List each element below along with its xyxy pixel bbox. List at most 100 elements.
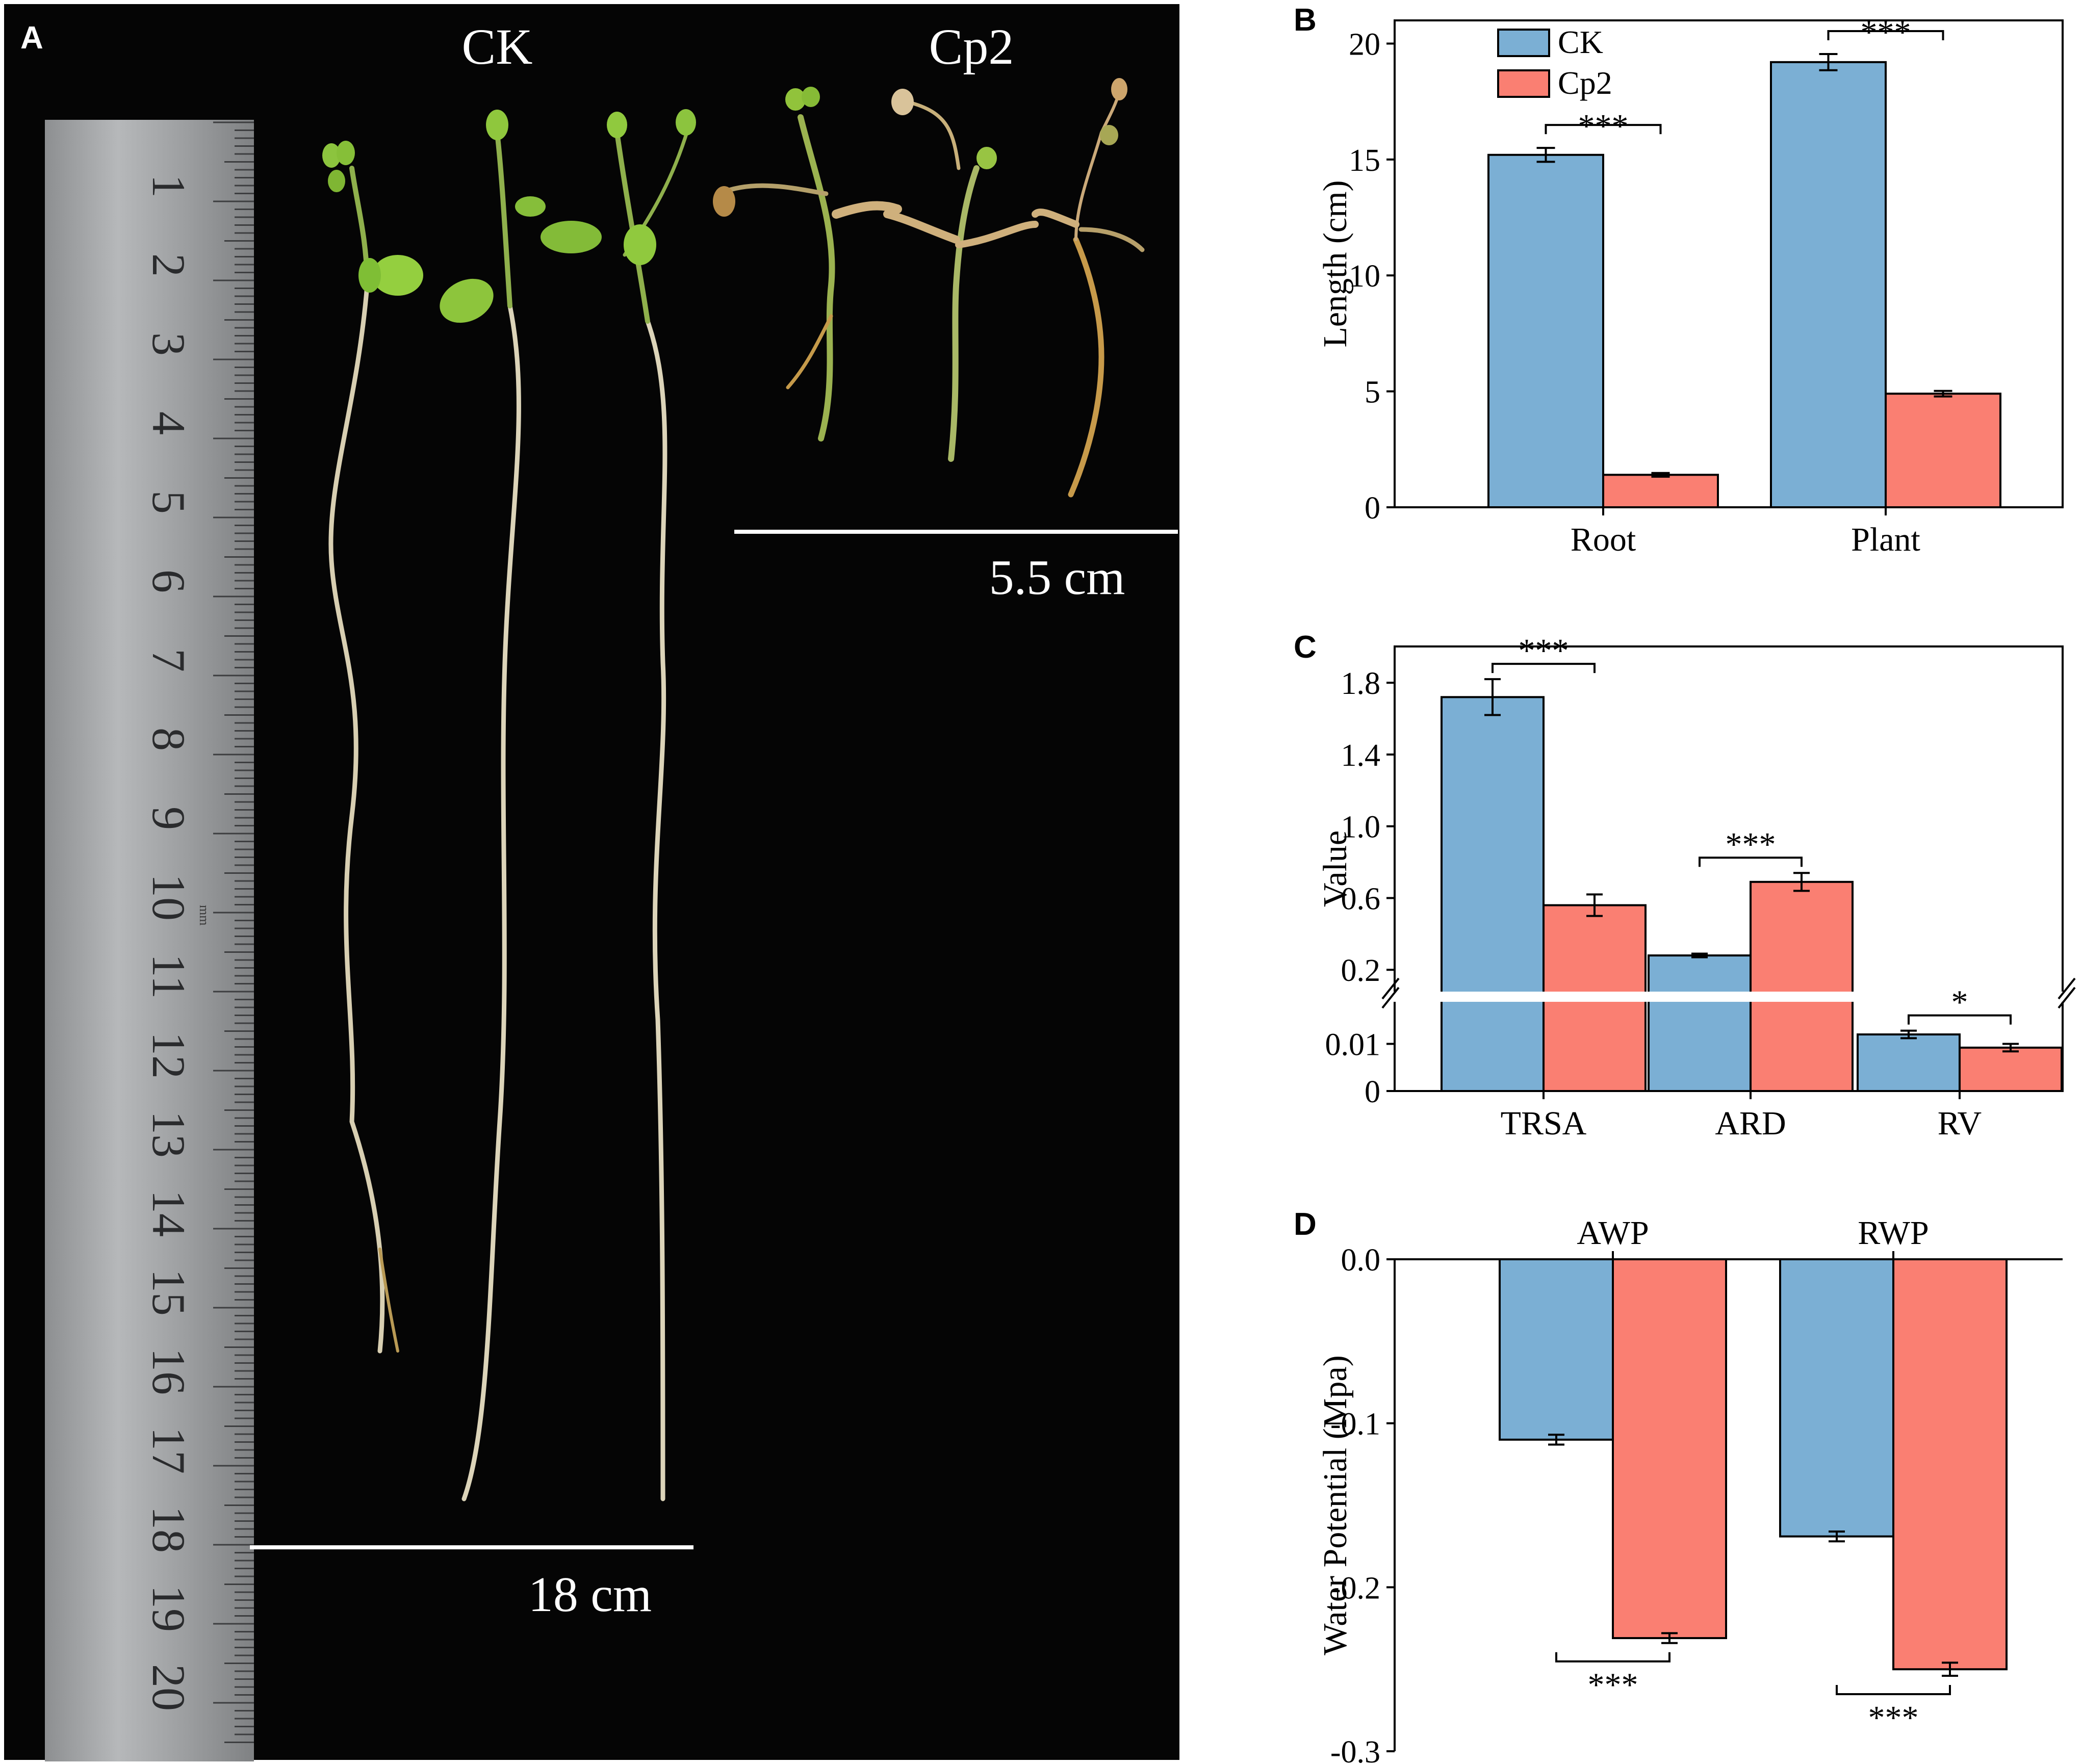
ck-cotyledon [541, 221, 602, 253]
ruler-number: 11 [143, 954, 195, 999]
y-tick-label-d: -0.3 [1330, 1735, 1380, 1764]
panel-letter-a: A [20, 20, 43, 56]
ck-stem-2 [495, 130, 512, 308]
significance-bracket [1908, 1014, 2012, 1025]
bar-cp2-rwp [1892, 1258, 2008, 1671]
axis-break-mark-left [1381, 977, 1400, 1009]
cp2-plant-2-top [906, 100, 961, 170]
ruler-unit-label: mm [197, 905, 212, 925]
y-tick-label-d: 0.0 [1341, 1243, 1381, 1278]
ck-leaf [337, 141, 355, 165]
panel-letter-d: D [1294, 1207, 1317, 1242]
ruler-number: 8 [143, 728, 195, 751]
ck-leaf [515, 196, 546, 217]
significance-label: *** [1588, 1667, 1638, 1704]
cp2-plant-2-left [883, 210, 960, 244]
axis-break-band [1394, 992, 2064, 1002]
ruler-number: 3 [143, 332, 195, 356]
x-tick-label-c: TRSA [1501, 1105, 1587, 1142]
error-bar [1651, 472, 1670, 478]
x-tick-label-b: Root [1571, 521, 1636, 558]
significance-bracket [1827, 30, 1944, 40]
cp2-seedlings [713, 78, 1145, 498]
cp2-plant-1-root [786, 314, 833, 390]
ck-leaf [322, 143, 341, 168]
x-tick-label-c: ARD [1715, 1105, 1786, 1142]
ruler-number: 2 [143, 253, 195, 277]
ck-cotyledon [624, 224, 656, 265]
ck-cotyledon [372, 255, 423, 296]
bar-ck-trsa [1441, 696, 1545, 1093]
cp2-dead-leaf [713, 186, 735, 217]
y-tick-label-b: 10 [1349, 259, 1380, 294]
cp2-dead-leaf [1111, 78, 1127, 100]
ruler-body [45, 120, 254, 1761]
ck-root-2 [461, 303, 521, 1501]
ck-leaf [607, 112, 627, 138]
y-tick-label-b: 15 [1349, 143, 1380, 178]
cp2-leaf [1100, 125, 1118, 145]
bar-ck-root [1487, 153, 1604, 508]
y-axis-label-c: Value [1317, 831, 1354, 907]
bar-cp2-plant [1885, 393, 2001, 509]
ck-root-1-tip [378, 1248, 399, 1353]
y-tick-label-b: 0 [1365, 491, 1380, 526]
bar-cp2-root [1602, 474, 1719, 508]
ck-cotyledon [358, 258, 381, 293]
ck-root-3 [645, 319, 667, 1501]
significance-label: *** [1578, 108, 1629, 145]
bar-cp2-rv [1959, 1046, 2063, 1092]
chart-d: AWP *** RWP *** 0.0 -0.1 -0.2 -0.3 Water Potenti… [1317, 1214, 2063, 1764]
axis-break-mark-right [2058, 977, 2076, 1009]
error-bar [2002, 1043, 2019, 1053]
error-bar [1900, 1029, 1917, 1040]
significance-label: *** [1519, 632, 1569, 669]
error-bar [1661, 1632, 1678, 1644]
legend-label-ck: CK [1558, 24, 1603, 60]
significance-label: *** [1861, 14, 1911, 51]
y-tick-label-c: 1.0 [1341, 810, 1381, 845]
ruler-number: 20 [143, 1664, 195, 1711]
y-tick-label-c: 0 [1365, 1075, 1380, 1109]
ruler-number: 15 [143, 1269, 195, 1316]
error-bar [1536, 147, 1555, 163]
error-bar [1691, 952, 1708, 958]
photo-label-ck: CK [462, 18, 533, 75]
cp2-dead-leaf [891, 89, 914, 115]
y-tick-label-b: 20 [1349, 27, 1380, 62]
error-bar [1484, 678, 1501, 716]
ruler-number: 13 [143, 1111, 195, 1158]
cp2-leaf [976, 147, 997, 169]
scale-bar-cp2-label: 5.5 cm [989, 550, 1125, 605]
legend-swatch-ck [1497, 29, 1550, 57]
ck-leaf [328, 170, 345, 192]
y-tick-label-c: 0.6 [1341, 881, 1381, 916]
significance-label: *** [1868, 1699, 1919, 1736]
ck-seedlings [322, 109, 696, 1501]
y-tick-label-c: 1.8 [1341, 666, 1381, 701]
ruler-number: 7 [143, 648, 195, 672]
significance-bracket [1545, 124, 1662, 135]
significance-bracket [1699, 857, 1803, 867]
ruler-number: 19 [143, 1585, 195, 1632]
error-bar [1934, 390, 1952, 398]
ruler-tick-marks [213, 121, 254, 1743]
y-tick-label-c: 0.2 [1341, 953, 1381, 988]
ruler-number: 14 [143, 1190, 195, 1237]
plot-frame-b [1394, 19, 2064, 508]
error-bar [1586, 893, 1603, 917]
ck-leaf [486, 110, 508, 140]
cp2-plant-2-right [955, 221, 1039, 248]
y-tick-label-b: 5 [1365, 375, 1380, 410]
chart-c: 0.2 0.6 1.0 1.4 1.8 0 0.01 TRSA *** ARD *** RV * Valu… [1317, 632, 2076, 1142]
cp2-plant-3-stem [1074, 90, 1121, 241]
significance-bracket [1492, 663, 1596, 673]
ruler-ticks [213, 121, 254, 1743]
ck-cotyledon [440, 278, 494, 323]
bar-ck-rv [1857, 1033, 1961, 1092]
bar-ck-plant [1770, 61, 1887, 509]
ruler-number: 17 [143, 1427, 195, 1474]
